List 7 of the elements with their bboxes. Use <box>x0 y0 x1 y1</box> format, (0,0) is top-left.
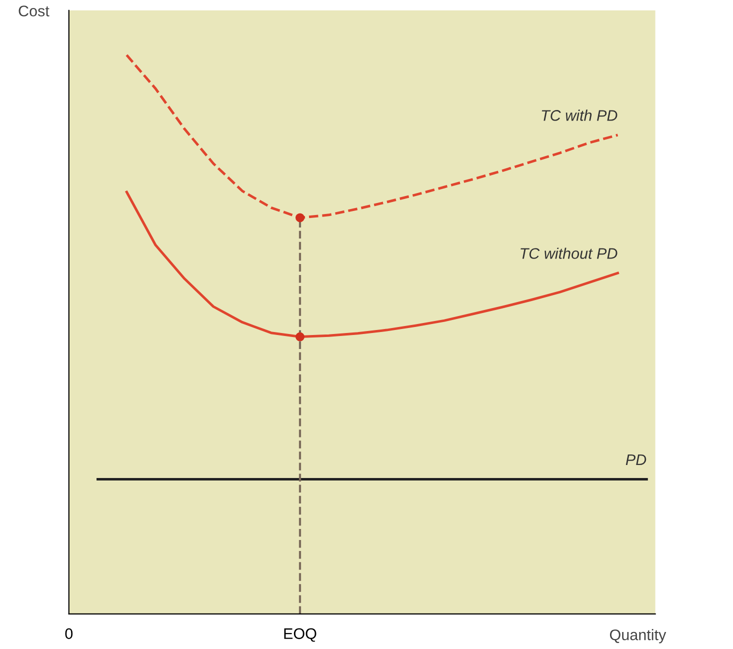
series-label: PD <box>626 454 646 465</box>
x-tick-label: 0 <box>65 628 73 640</box>
series-label: TC with PD <box>542 110 618 121</box>
x-axis-title: Quantity <box>610 629 666 644</box>
x-tick-label: EOQ <box>284 628 316 642</box>
y-axis-title: Cost <box>18 6 50 16</box>
series-label: TC without PD <box>520 248 618 259</box>
